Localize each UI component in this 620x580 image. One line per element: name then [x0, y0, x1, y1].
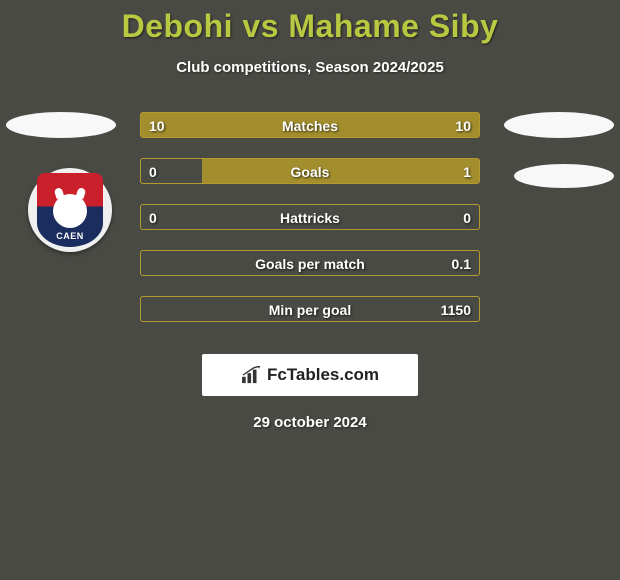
bar-label: Matches [141, 113, 479, 139]
bar-label: Goals per match [141, 251, 479, 277]
chart-icon [241, 366, 263, 384]
stat-bar: 1150Min per goal [140, 296, 480, 322]
club-crest: CAEN [28, 168, 112, 252]
branding-text: FcTables.com [267, 365, 379, 385]
player-left-oval [6, 112, 116, 138]
crest-label: CAEN [37, 231, 103, 241]
stat-bar: 1010Matches [140, 112, 480, 138]
stat-bar: 0.1Goals per match [140, 250, 480, 276]
stat-bar: 00Hattricks [140, 204, 480, 230]
player-right-oval [504, 112, 614, 138]
branding-box: FcTables.com [202, 354, 418, 396]
bar-label: Goals [141, 159, 479, 185]
footer-date: 29 october 2024 [0, 414, 620, 431]
player-right-oval-2 [514, 164, 614, 188]
bar-label: Hattricks [141, 205, 479, 231]
page-subtitle: Club competitions, Season 2024/2025 [0, 59, 620, 76]
comparison-card: Debohi vs Mahame Siby Club competitions,… [0, 0, 620, 431]
page-title: Debohi vs Mahame Siby [0, 8, 620, 45]
bar-label: Min per goal [141, 297, 479, 323]
bars-section: CAEN 1010Matches 01Goals 00Hattricks 0.1Goa… [0, 112, 620, 342]
stat-bar: 01Goals [140, 158, 480, 184]
